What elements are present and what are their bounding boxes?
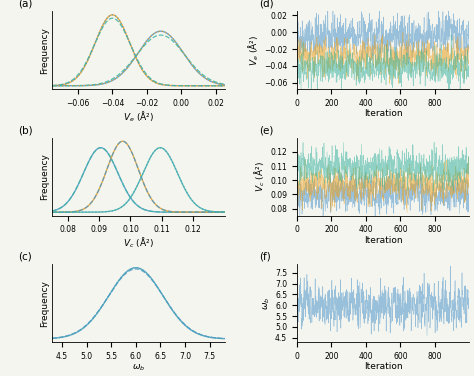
X-axis label: Iteration: Iteration <box>364 362 402 371</box>
Text: (a): (a) <box>18 0 32 9</box>
Text: (b): (b) <box>18 125 32 135</box>
Y-axis label: $V_e$ (Å²): $V_e$ (Å²) <box>246 35 261 66</box>
X-axis label: $V_c$ (Å²): $V_c$ (Å²) <box>123 236 154 250</box>
X-axis label: Iteration: Iteration <box>364 109 402 118</box>
Y-axis label: Frequency: Frequency <box>40 27 49 74</box>
Text: (f): (f) <box>259 252 271 262</box>
Y-axis label: Frequency: Frequency <box>40 280 49 327</box>
X-axis label: Iteration: Iteration <box>364 236 402 245</box>
Text: (c): (c) <box>18 252 31 262</box>
Text: (d): (d) <box>259 0 273 9</box>
Y-axis label: Frequency: Frequency <box>40 153 49 200</box>
Y-axis label: $V_c$ (Å²): $V_c$ (Å²) <box>253 161 267 192</box>
X-axis label: $V_e$ (Å²): $V_e$ (Å²) <box>123 109 154 124</box>
Text: (e): (e) <box>259 125 273 135</box>
Y-axis label: $\omega_b$: $\omega_b$ <box>262 297 272 310</box>
X-axis label: $\omega_b$: $\omega_b$ <box>132 362 145 373</box>
